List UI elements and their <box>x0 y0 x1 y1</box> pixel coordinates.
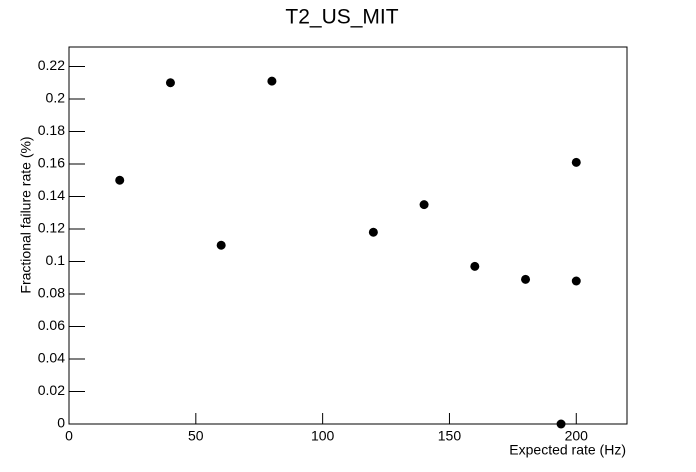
plot-frame <box>68 46 628 425</box>
x-tick-label: 200 <box>565 428 589 444</box>
y-tick-label: 0.02 <box>38 382 65 398</box>
x-tick-label: 100 <box>311 428 335 444</box>
y-tick-label: 0.18 <box>38 122 65 138</box>
point <box>571 276 581 286</box>
point <box>470 261 480 271</box>
point <box>521 274 531 284</box>
y-tick-label: 0.12 <box>38 220 65 236</box>
point <box>556 419 566 429</box>
x-tick-label: 150 <box>438 428 462 444</box>
y-tick-label: 0 <box>57 415 65 431</box>
y-tick-label: 0.08 <box>38 285 65 301</box>
y-tick-label: 0.16 <box>38 155 65 171</box>
y-axis-title: Fractional failure rate (%) <box>18 136 34 293</box>
x-axis-title: Expected rate (Hz) <box>509 442 626 458</box>
point <box>165 78 175 88</box>
point <box>419 200 429 210</box>
point <box>115 175 125 185</box>
point <box>267 76 277 86</box>
x-tick-label: 50 <box>188 428 204 444</box>
point <box>571 157 581 167</box>
chart-title: T2_US_MIT <box>285 6 398 29</box>
y-tick-label: 0.06 <box>38 317 65 333</box>
point <box>368 227 378 237</box>
y-tick-label: 0.04 <box>38 350 65 366</box>
y-tick-label: 0.14 <box>38 187 65 203</box>
y-tick-label: 0.22 <box>38 57 65 73</box>
point <box>216 240 226 250</box>
y-tick-label: 0.1 <box>46 252 66 268</box>
y-tick-label: 0.2 <box>46 90 66 106</box>
x-tick-label: 0 <box>65 428 73 444</box>
